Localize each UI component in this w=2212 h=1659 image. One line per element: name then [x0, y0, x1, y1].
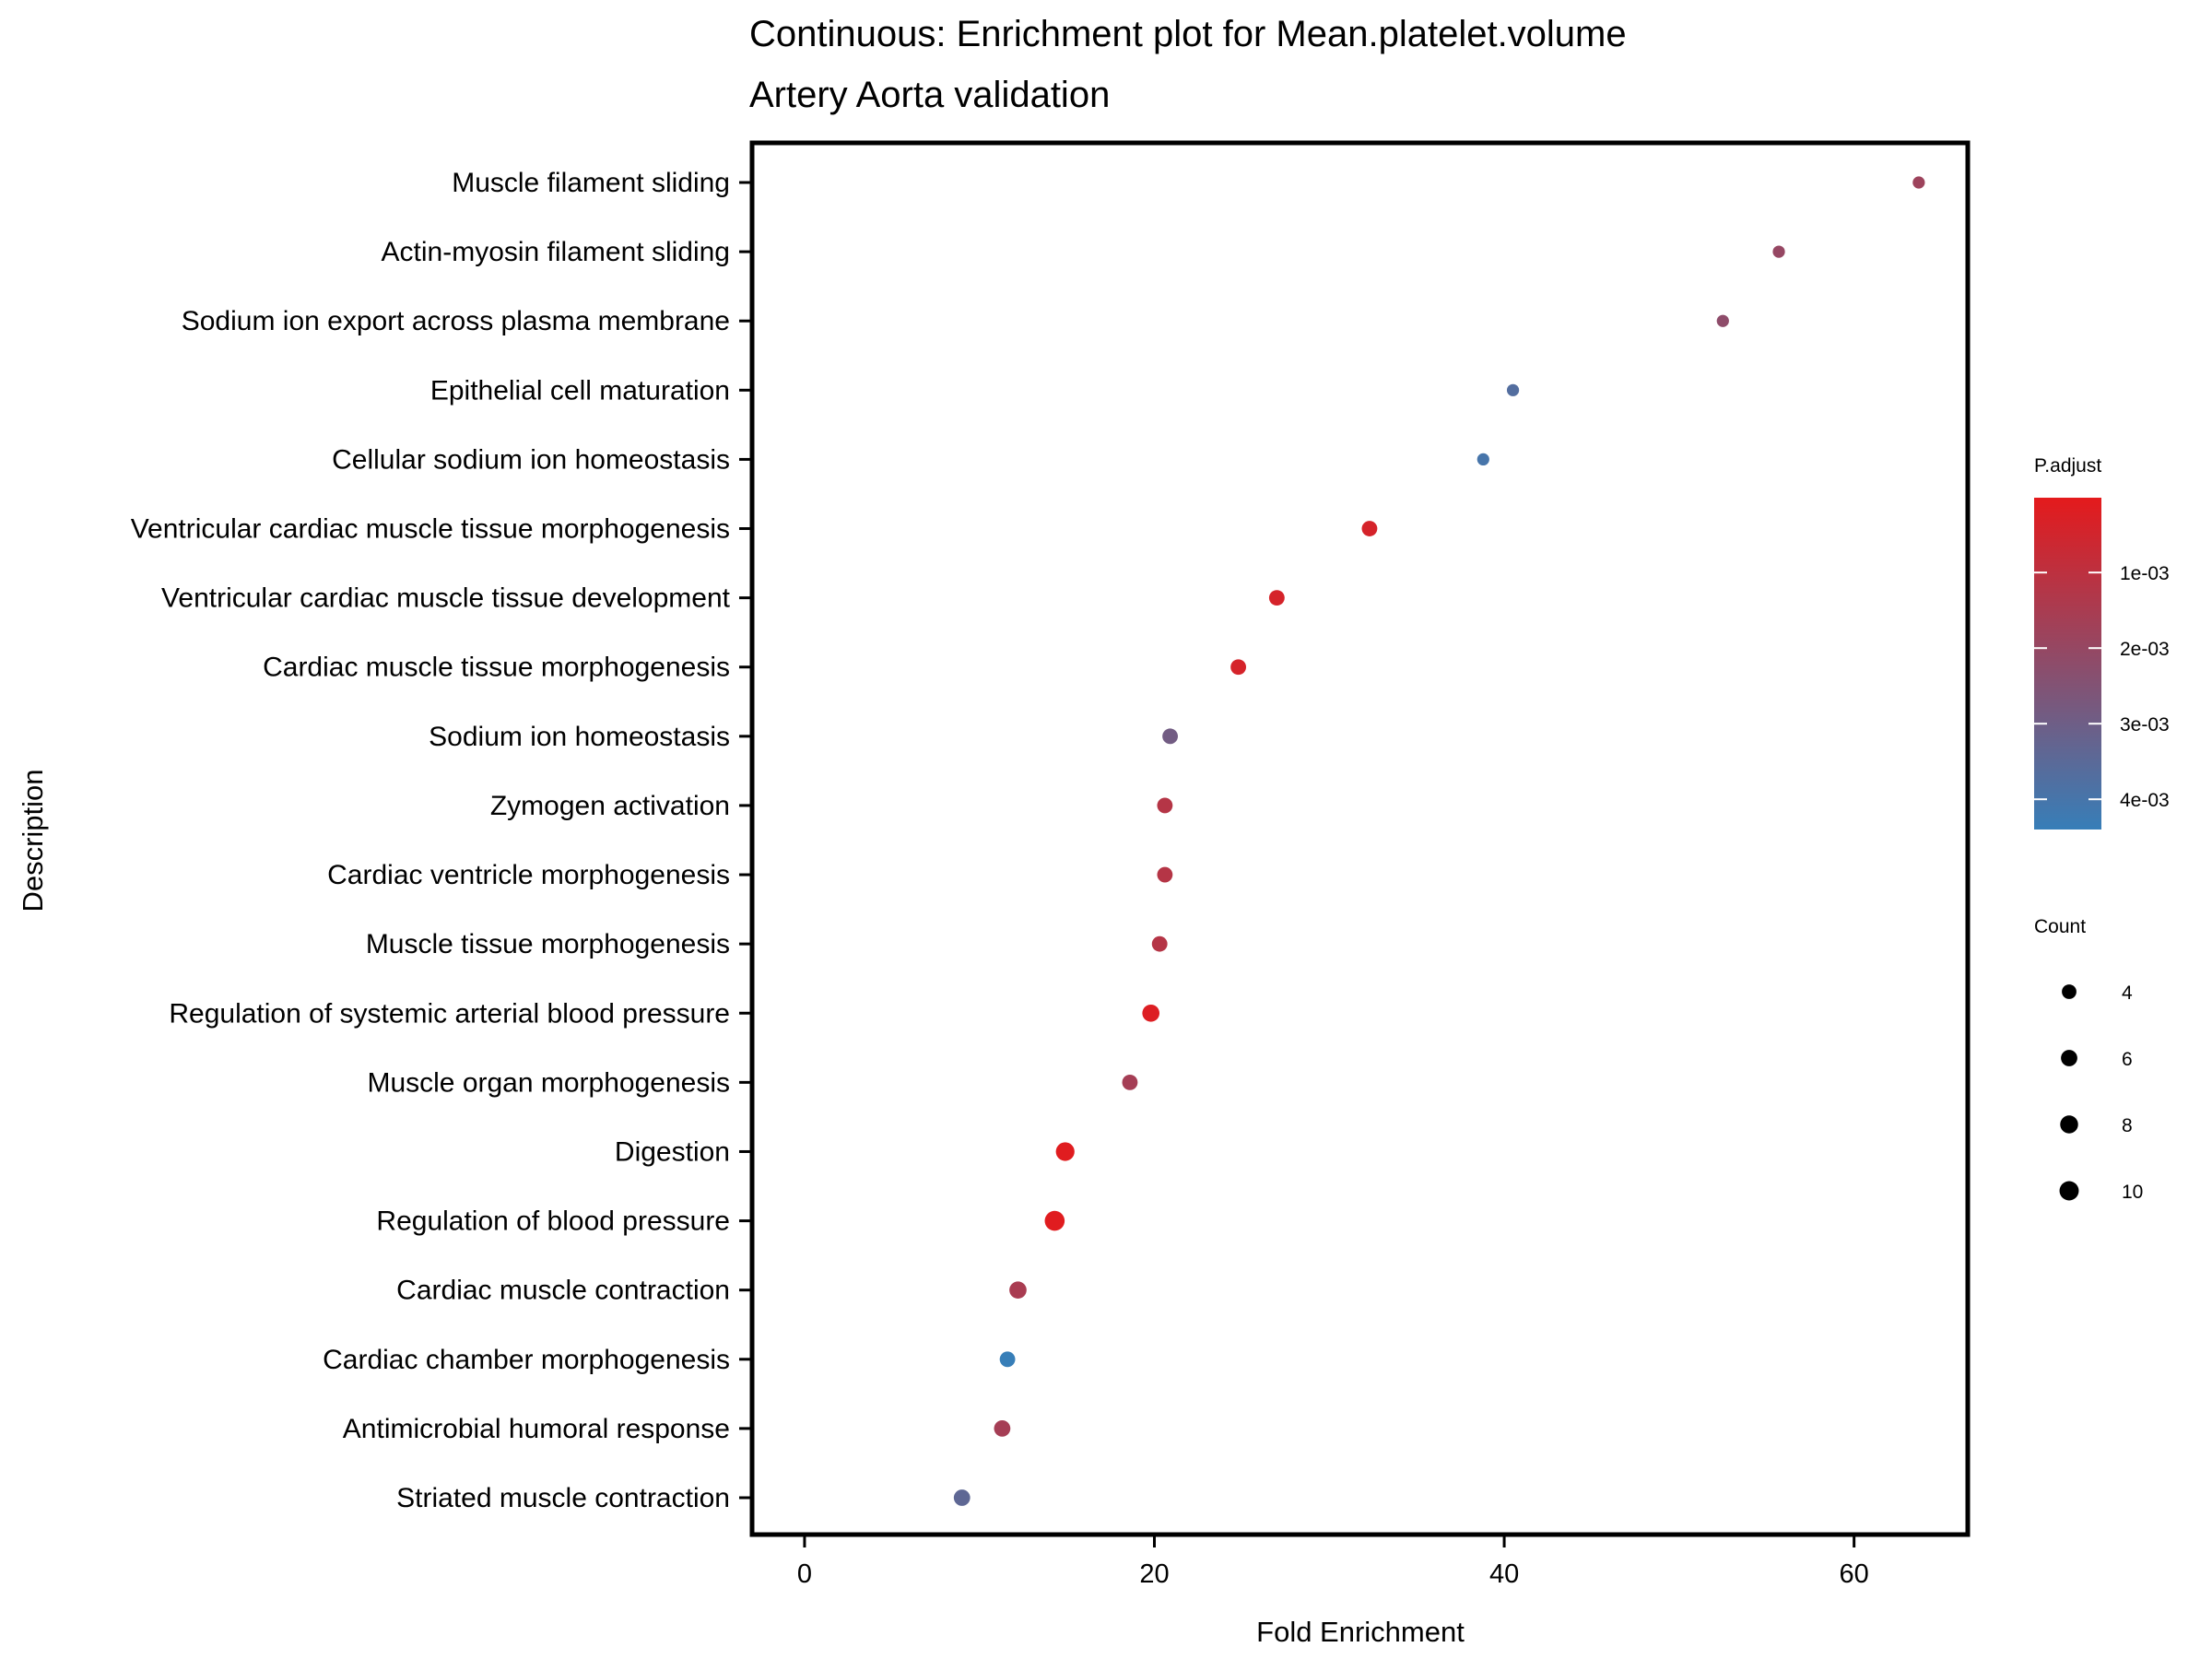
x-tick-label: 60 [1840, 1559, 1869, 1589]
data-point [1477, 453, 1489, 466]
y-tick-label: Cardiac muscle tissue morphogenesis [263, 653, 730, 683]
y-tick-label: Antimicrobial humoral response [343, 1414, 730, 1444]
data-point [1151, 935, 1168, 952]
y-tick-label: Striated muscle contraction [396, 1483, 730, 1513]
x-tick-label: 40 [1489, 1559, 1519, 1589]
y-tick-label: Ventricular cardiac muscle tissue morpho… [131, 514, 730, 545]
data-point [1157, 797, 1173, 814]
color-legend-ticks: 1e-03 2e-03 3e-03 4e-03 [2034, 563, 2170, 811]
data-point [1157, 866, 1173, 883]
size-legend-dot [2060, 1115, 2078, 1134]
x-axis-tick-labels: 0 20 40 60 [797, 1559, 1869, 1589]
size-legend-label: 10 [2122, 1182, 2143, 1203]
size-legend-label: 4 [2122, 982, 2133, 1004]
x-tick-label: 20 [1139, 1559, 1169, 1589]
y-tick-label: Cardiac ventricle morphogenesis [327, 860, 730, 890]
size-legend-dot [2061, 1050, 2077, 1066]
size-legend-dot [2062, 984, 2077, 999]
y-tick-label: Cellular sodium ion homeostasis [332, 444, 730, 475]
data-point [1912, 176, 1925, 189]
y-axis-title: Description [17, 769, 49, 912]
chart-title: Continuous: Enrichment plot for Mean.pla… [749, 14, 1627, 54]
y-tick-label: Sodium ion export across plasma membrane [182, 306, 730, 336]
size-legend: Count 4 6 8 10 [2034, 916, 2143, 1203]
data-point [1772, 245, 1785, 258]
color-legend-bar [2034, 498, 2101, 830]
x-axis-ticks [803, 1536, 1856, 1547]
y-axis-tick-labels: Muscle filament sliding Actin-myosin fila… [131, 168, 731, 1513]
data-point [1506, 383, 1520, 396]
data-point [999, 1351, 1016, 1368]
data-points [953, 176, 1925, 1506]
y-tick-label: Cardiac muscle contraction [396, 1276, 730, 1306]
data-point [1122, 1074, 1138, 1090]
data-point [1055, 1142, 1075, 1161]
x-axis-title: Fold Enrichment [1256, 1616, 1465, 1648]
data-point [1230, 659, 1247, 676]
y-tick-label: Regulation of blood pressure [376, 1206, 730, 1237]
color-legend-tick-label: 3e-03 [2120, 714, 2170, 735]
size-legend-label: 6 [2122, 1049, 2133, 1070]
y-tick-label: Zymogen activation [490, 791, 730, 821]
y-tick-label: Cardiac chamber morphogenesis [323, 1345, 730, 1375]
data-point [1268, 590, 1285, 606]
y-tick-label: Ventricular cardiac muscle tissue develo… [161, 583, 731, 614]
color-legend-title: P.adjust [2034, 455, 2101, 477]
size-legend-label: 8 [2122, 1115, 2133, 1136]
size-legend-items: 4 6 8 10 [2059, 982, 2143, 1203]
size-legend-title: Count [2034, 916, 2086, 937]
color-legend-tick-label: 2e-03 [2120, 639, 2170, 660]
data-point [1361, 521, 1378, 536]
y-axis-ticks [739, 181, 750, 1500]
data-point [1142, 1004, 1160, 1022]
color-legend-tick-label: 1e-03 [2120, 563, 2170, 584]
data-point [994, 1420, 1011, 1437]
y-tick-label: Muscle tissue morphogenesis [366, 929, 730, 959]
y-tick-label: Epithelial cell maturation [430, 375, 730, 406]
size-legend-dot [2059, 1181, 2079, 1201]
chart-subtitle: Artery Aorta validation [749, 75, 1110, 115]
data-point [1162, 728, 1179, 745]
y-tick-label: Muscle filament sliding [452, 168, 730, 198]
y-tick-label: Muscle organ morphogenesis [367, 1067, 730, 1098]
color-legend: P.adjust 1e-03 2e-03 3e-03 4e-03 [2034, 455, 2170, 830]
y-tick-label: Sodium ion homeostasis [429, 722, 730, 752]
plot-panel-border [749, 140, 1971, 1537]
x-tick-label: 0 [797, 1559, 812, 1589]
data-point [1716, 314, 1729, 327]
y-tick-label: Actin-myosin filament sliding [382, 237, 730, 267]
y-tick-label: Digestion [615, 1136, 730, 1167]
y-tick-label: Regulation of systemic arterial blood pr… [169, 998, 730, 1029]
color-legend-tick-label: 4e-03 [2120, 790, 2170, 811]
data-point [953, 1489, 971, 1506]
data-point [1044, 1210, 1065, 1231]
data-point [1009, 1281, 1027, 1300]
